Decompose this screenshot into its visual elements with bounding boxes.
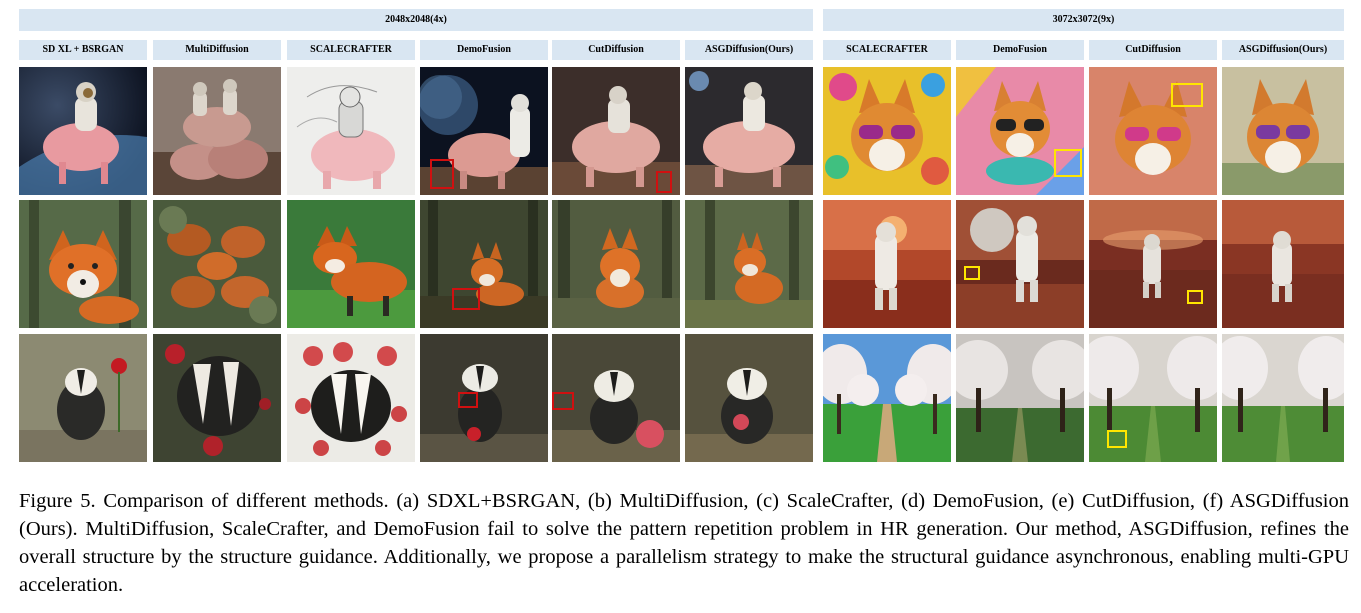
figure-caption: Figure 5. Comparison of different method… [19,490,1349,596]
image-fox-demofusion [420,200,548,328]
image-astronaut-pig-asgdiffusion [685,67,813,195]
image-badger-sdxl [19,334,147,462]
image-mars-astronaut-cutdiffusion [1089,200,1217,328]
image-badger-asgdiffusion [685,334,813,462]
method-header-multidiffusion: MultiDiffusion [153,40,281,60]
image-fox-scalecrafter [287,200,415,328]
artifact-highlight-box [1054,149,1082,177]
image-orchard-scalecrafter [823,334,951,462]
method-header-demofusion: DemoFusion [420,40,548,60]
method-header-scalecrafter-9x: SCALECRAFTER [823,40,951,60]
image-mars-astronaut-asgdiffusion [1222,200,1344,328]
artifact-highlight-box [552,392,574,410]
image-astronaut-pig-scalecrafter [287,67,415,195]
artifact-highlight-box [430,159,454,189]
image-astronaut-pig-demofusion [420,67,548,195]
artifact-highlight-box [656,171,672,193]
method-header-cutdiffusion: CutDiffusion [552,40,680,60]
method-header-sdxl-bsrgan: SD XL + BSRGAN [19,40,147,60]
method-header-demofusion-9x: DemoFusion [956,40,1084,60]
method-header-asgdiffusion-9x: ASGDiffusion(Ours) [1222,40,1344,60]
image-astronaut-pig-sdxl [19,67,147,195]
image-fox-sdxl [19,200,147,328]
image-orchard-asgdiffusion [1222,334,1344,462]
image-fox-multidiffusion [153,200,281,328]
group-header-2048: 2048x2048(4x) [19,9,813,31]
image-mars-astronaut-scalecrafter [823,200,951,328]
image-corgi-cutdiffusion [1089,67,1217,195]
artifact-highlight-box [458,392,478,408]
image-badger-demofusion [420,334,548,462]
image-fox-asgdiffusion [685,200,813,328]
image-astronaut-pig-multidiffusion [153,67,281,195]
image-astronaut-pig-cutdiffusion [552,67,680,195]
image-badger-multidiffusion [153,334,281,462]
image-corgi-demofusion [956,67,1084,195]
artifact-highlight-box [1187,290,1203,304]
image-corgi-scalecrafter [823,67,951,195]
method-header-asgdiffusion: ASGDiffusion(Ours) [685,40,813,60]
method-header-cutdiffusion-9x: CutDiffusion [1089,40,1217,60]
method-header-scalecrafter: SCALECRAFTER [287,40,415,60]
artifact-highlight-box [964,266,980,280]
artifact-highlight-box [452,288,480,310]
image-mars-astronaut-demofusion [956,200,1084,328]
image-corgi-asgdiffusion [1222,67,1344,195]
image-orchard-cutdiffusion [1089,334,1217,462]
artifact-highlight-box [1171,83,1203,107]
image-orchard-demofusion [956,334,1084,462]
image-fox-cutdiffusion [552,200,680,328]
image-badger-scalecrafter [287,334,415,462]
image-badger-cutdiffusion [552,334,680,462]
group-header-3072: 3072x3072(9x) [823,9,1344,31]
artifact-highlight-box [1107,430,1127,448]
